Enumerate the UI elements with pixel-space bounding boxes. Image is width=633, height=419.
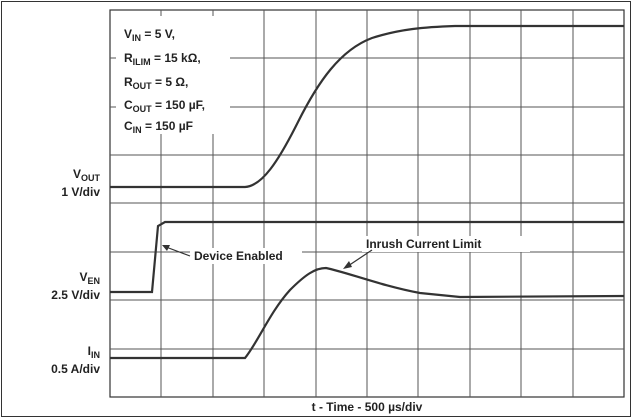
- grid: [109, 9, 625, 398]
- text-part: V: [124, 27, 132, 41]
- text-part: OUT: [133, 81, 153, 91]
- arrow-head: [162, 245, 170, 251]
- text-part: C: [124, 98, 133, 112]
- text-part: R: [124, 51, 133, 65]
- condition: VIN = 5 V,: [124, 27, 175, 43]
- text-part: = 5 Ω,: [152, 75, 189, 89]
- ven-trace: [110, 220, 624, 294]
- channel-name: IIN: [88, 344, 100, 360]
- text-part: IN: [132, 33, 141, 43]
- condition: RILIM = 15 kΩ,: [124, 51, 201, 67]
- channel-scale: 1 V/div: [61, 185, 100, 199]
- channel-scale: 0.5 A/div: [51, 362, 100, 376]
- text-part: = 5 V,: [141, 27, 175, 41]
- channel-name: VEN: [79, 270, 100, 286]
- annotation-arrow: [347, 249, 373, 267]
- text-part: V: [73, 167, 81, 181]
- text-part: V: [79, 270, 87, 284]
- iin-trace: [110, 266, 625, 360]
- text-part: R: [124, 75, 133, 89]
- text-part: IN: [91, 350, 100, 360]
- channel-scale: 2.5 V/div: [51, 288, 100, 302]
- annotation-arrow: [165, 246, 191, 257]
- annotation-bg: [190, 248, 302, 264]
- text-part: ILIM: [133, 57, 151, 67]
- text-part: = 150 µF: [142, 119, 193, 133]
- condition: ROUT = 5 Ω,: [124, 75, 188, 91]
- text-part: C: [124, 119, 133, 133]
- vout-trace: [110, 24, 624, 189]
- annotation: Inrush Current Limit: [366, 237, 481, 251]
- arrow-head: [343, 261, 352, 269]
- text-part: = 150 µF,: [152, 98, 205, 112]
- text-part: = 15 kΩ,: [151, 51, 201, 65]
- conditions-box: [116, 16, 230, 134]
- text-part: OUT: [133, 104, 153, 114]
- annotation-bg: [362, 236, 530, 252]
- text-part: I: [88, 344, 91, 358]
- annotation: Device Enabled: [194, 249, 283, 263]
- condition: COUT = 150 µF,: [124, 98, 205, 114]
- text-part: OUT: [81, 173, 101, 183]
- condition: CIN = 150 µF: [124, 119, 193, 135]
- channel-name: VOUT: [73, 167, 101, 183]
- x-axis-label: t - Time - 500 µs/div: [312, 400, 423, 414]
- text-part: IN: [133, 125, 142, 135]
- text-part: EN: [87, 276, 100, 286]
